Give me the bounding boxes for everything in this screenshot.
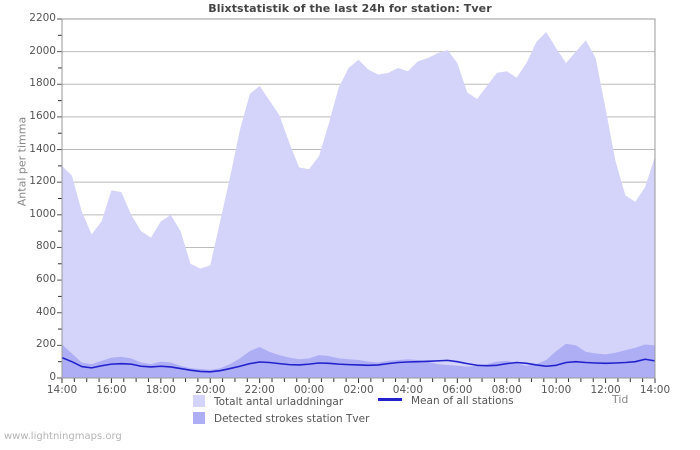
legend-swatch-station (193, 412, 205, 424)
watermark-text: www.lightningmaps.org (4, 431, 122, 442)
x-tick-label: 22:00 (244, 384, 275, 396)
x-tick-label: 04:00 (392, 384, 424, 396)
chart-legend: Totalt antal urladdningar Detected strok… (0, 393, 700, 429)
legend-line-mean (378, 398, 402, 401)
legend-label-total: Totalt antal urladdningar (214, 396, 344, 408)
series-area-station-strokes (62, 343, 655, 378)
legend-label-station: Detected strokes station Tver (214, 413, 370, 425)
x-tick-label: 10:00 (541, 384, 572, 396)
x-tick-label: 12:00 (590, 384, 621, 396)
y-tick-label: 1800 (29, 77, 56, 90)
x-tick-label: 14:00 (639, 384, 671, 396)
x-tick-label: 06:00 (442, 384, 473, 396)
y-tick-label: 800 (35, 240, 56, 253)
minor-tick-marks (58, 34, 644, 382)
y-tick-label: 600 (35, 273, 56, 286)
chart-title: Blixtstatistik of the last 24h for stati… (208, 2, 492, 15)
x-tick-label: 08:00 (491, 384, 522, 396)
y-tick-label: 1600 (29, 109, 56, 122)
y-tick-label: 2000 (29, 44, 56, 57)
series-area-total-discharges (62, 32, 655, 379)
x-tick-label: 14:00 (46, 384, 78, 396)
x-axis-label: Tid (612, 393, 629, 406)
y-tick-label: 2200 (29, 12, 56, 24)
legend-swatch-total (193, 395, 205, 407)
legend-entry-station: Detected strokes station Tver (193, 412, 369, 425)
x-tick-label: 00:00 (293, 384, 325, 396)
legend-entry-mean: Mean of all stations (378, 395, 514, 407)
y-tick-label: 200 (35, 338, 56, 351)
major-tick-marks (57, 18, 656, 383)
legend-entry-total: Totalt antal urladdningar (193, 395, 343, 408)
series-line-mean-all-stations (61, 356, 656, 373)
x-tick-label: 18:00 (145, 384, 176, 396)
y-tick-label: 1000 (29, 207, 56, 220)
x-tick-label: 16:00 (96, 384, 127, 396)
y-tick-label: 400 (35, 305, 56, 318)
y-tick-label: 1200 (29, 175, 56, 188)
y-tick-label: 0 (49, 371, 56, 383)
plot-frame (61, 18, 656, 379)
y-tick-label: 1400 (29, 142, 56, 155)
x-tick-label: 02:00 (343, 384, 374, 396)
x-tick-label: 20:00 (195, 384, 226, 396)
legend-label-mean: Mean of all stations (411, 395, 514, 407)
